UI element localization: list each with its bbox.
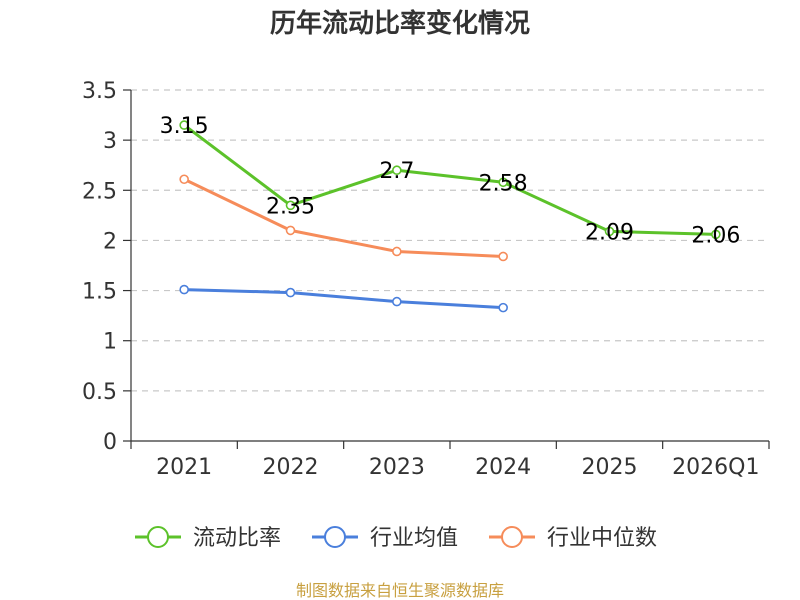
data-point[interactable]	[179, 120, 189, 130]
y-tick-label: 3.5	[82, 79, 117, 104]
legend-item-1[interactable]: 行业均值	[312, 526, 458, 551]
grid	[131, 89, 769, 392]
data-label: 2.58	[479, 171, 528, 196]
data-point[interactable]	[179, 174, 189, 185]
data-point[interactable]	[711, 229, 721, 240]
data-point[interactable]	[392, 165, 402, 176]
chart-title: 历年流动比率变化情况	[270, 8, 530, 39]
data-point[interactable]	[285, 200, 296, 211]
legend-label: 行业均值	[370, 526, 458, 551]
data-label: 2.7	[379, 159, 414, 184]
legend-label: 行业中位数	[547, 526, 657, 551]
axes: 0 0.5 1 1.5 2 2.5 3 3.5 2021 2022 2023 2024 2025 2026…	[82, 79, 770, 480]
y-tick-label: 1	[103, 330, 117, 355]
data-label: 3.15	[160, 114, 209, 139]
legend-marker	[501, 526, 523, 548]
x-tick-label: 2026Q1	[672, 455, 759, 480]
legend-label: 流动比率	[193, 526, 281, 551]
source-note: 制图数据来自恒生聚源数据库	[296, 581, 504, 600]
legend-item-2[interactable]: 行业中位数	[489, 526, 657, 551]
data-point[interactable]	[285, 287, 296, 298]
y-tick-label: 3	[103, 129, 117, 154]
legend-item-0[interactable]: 流动比率	[135, 526, 281, 551]
y-tick-label: 0	[103, 430, 117, 455]
series-line-0	[183, 123, 716, 236]
legend[interactable]: 流动比率 行业均值 行业中位数	[135, 526, 657, 551]
data-label: 2.09	[585, 220, 634, 245]
y-tick-label: 2.5	[82, 179, 117, 204]
data-point[interactable]	[498, 251, 508, 262]
legend-marker	[147, 526, 169, 548]
x-tick-label: 2021	[156, 455, 212, 480]
data-point[interactable]	[392, 246, 402, 257]
data-point[interactable]	[498, 302, 508, 313]
y-tick-label: 2	[103, 229, 117, 254]
data-point[interactable]	[179, 284, 189, 295]
x-tick-label: 2024	[475, 455, 531, 480]
data-point[interactable]	[604, 226, 615, 237]
data-label: 2.35	[266, 194, 315, 219]
series-line-1	[184, 288, 504, 310]
data-point[interactable]	[498, 177, 508, 188]
x-tick-label: 2023	[369, 455, 425, 480]
series-line-2	[183, 177, 504, 258]
y-tick-label: 0.5	[82, 380, 117, 405]
series-layer	[179, 120, 721, 313]
y-tick-label: 1.5	[82, 280, 117, 305]
x-tick-label: 2025	[582, 455, 638, 480]
x-tick-label: 2022	[263, 455, 319, 480]
data-label: 2.06	[691, 223, 740, 248]
data-point[interactable]	[392, 296, 402, 307]
data-point[interactable]	[285, 225, 296, 236]
data-labels: 3.15 2.35 2.7 2.58 2.09 2.06	[160, 114, 741, 248]
legend-marker	[324, 526, 346, 548]
